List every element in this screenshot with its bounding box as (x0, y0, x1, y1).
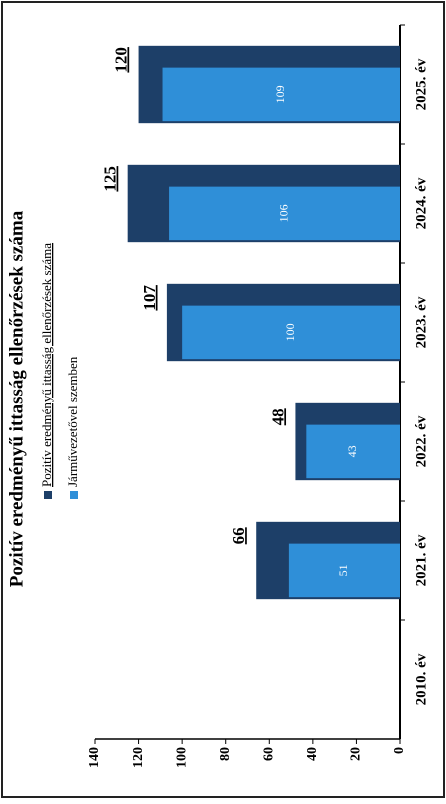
bar-driver (182, 305, 400, 360)
y-tick-label: 40 (305, 747, 320, 761)
value-label-total: 107 (140, 285, 159, 311)
value-label-total: 66 (229, 527, 248, 544)
y-tick-label: 20 (349, 747, 364, 761)
x-tick-label: 2024. év (413, 177, 429, 229)
y-tick-label: 140 (87, 747, 102, 768)
value-label-driver: 109 (273, 85, 287, 103)
bar-driver (306, 424, 401, 479)
y-tick-label: 100 (174, 747, 189, 768)
x-tick-label: 2023. év (413, 296, 429, 348)
bar-driver (162, 67, 400, 122)
x-tick-label: 2010. év (413, 653, 429, 705)
legend-label: Járművezetővel szemben (65, 356, 80, 487)
x-tick-label: 2021. év (413, 534, 429, 586)
legend-label: Pozitív eredményű ittasság ellenőrzések … (39, 243, 54, 487)
value-label-total: 48 (268, 408, 287, 425)
value-label-driver: 100 (283, 323, 297, 341)
x-tick-label: 2025. év (413, 58, 429, 110)
legend-swatch (44, 491, 52, 499)
bar-driver (288, 543, 400, 598)
legend-swatch (70, 491, 78, 499)
value-label-driver: 43 (345, 445, 359, 457)
y-tick-label: 60 (262, 747, 277, 761)
chart-title: Pozitív eredményű ittasság ellenőrzések … (6, 210, 27, 587)
y-tick-label: 80 (218, 747, 233, 761)
rotated-chart: Pozitív eredményű ittasság ellenőrzések … (6, 24, 429, 768)
y-tick-label: 120 (131, 747, 146, 768)
value-label-driver: 51 (336, 564, 350, 576)
value-label-total: 120 (111, 47, 130, 73)
value-label-total: 125 (101, 166, 120, 192)
bar-driver (169, 186, 400, 241)
value-label-driver: 106 (276, 204, 290, 222)
y-tick-label: 0 (392, 747, 407, 754)
x-tick-label: 2022. év (413, 415, 429, 467)
